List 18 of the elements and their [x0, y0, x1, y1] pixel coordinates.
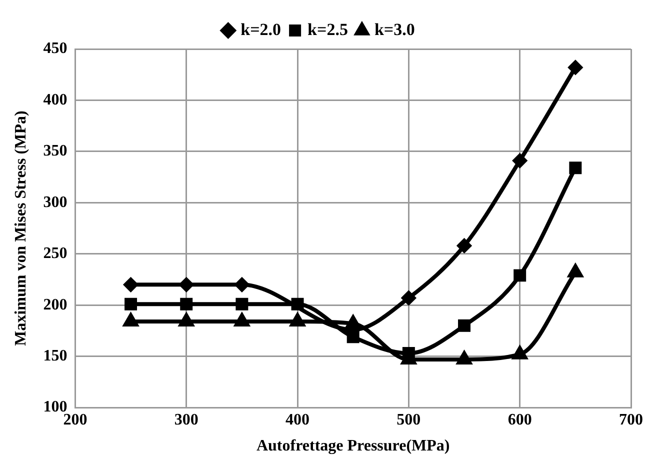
y-tick-label: 250 [43, 245, 68, 262]
y-tick-label: 300 [43, 194, 68, 211]
legend-label: k=3.0 [374, 20, 415, 39]
x-tick-label: 200 [63, 411, 88, 428]
x-axis-title: Autofrettage Pressure(MPa) [256, 438, 450, 455]
y-tick-label: 400 [43, 91, 68, 108]
x-tick-label: 600 [508, 411, 532, 428]
y-tick-label: 200 [43, 296, 68, 314]
y-tick-label: 350 [43, 142, 68, 160]
y-tick-label: 450 [43, 40, 68, 58]
legend-label: k=2.5 [308, 20, 348, 39]
x-tick-label: 300 [174, 411, 198, 428]
y-axis-title: Maximum von Mises Stress (MPa) [12, 110, 30, 346]
x-tick-label: 400 [286, 411, 310, 428]
y-tick-label: 150 [43, 348, 68, 365]
x-tick-label: 700 [619, 411, 643, 428]
x-tick-label: 500 [396, 411, 421, 428]
legend-label: k=2.0 [240, 20, 282, 39]
